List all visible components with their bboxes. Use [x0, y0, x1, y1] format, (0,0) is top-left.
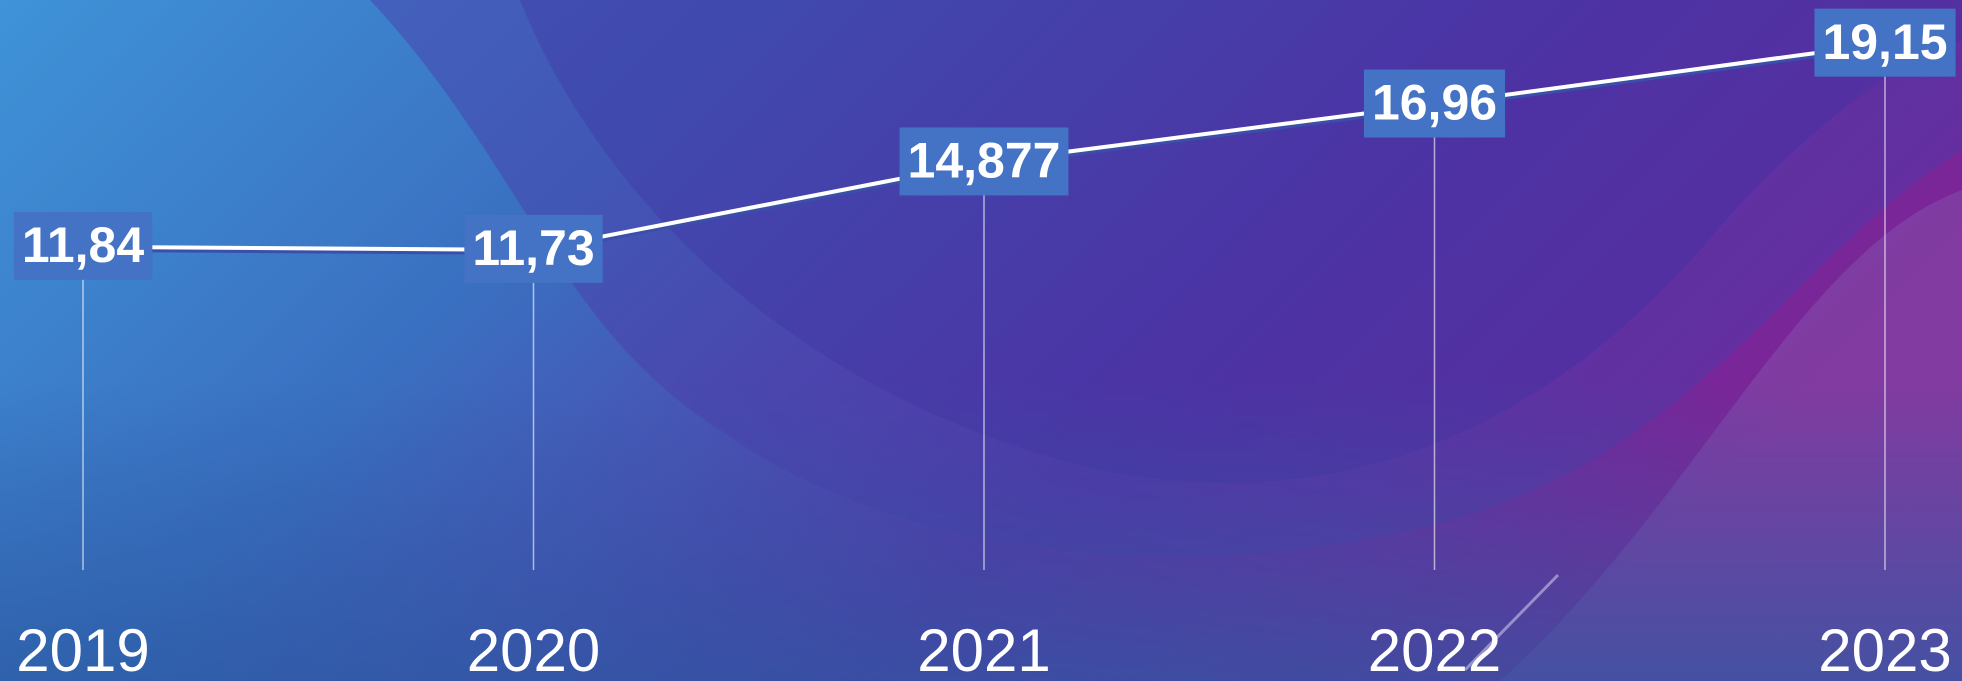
data-label: 16,96 — [1364, 70, 1505, 138]
data-label-text: 19,15 — [1822, 14, 1947, 70]
x-tick-label: 2022 — [1368, 617, 1501, 681]
data-label-text: 16,96 — [1372, 75, 1497, 131]
data-label: 11,73 — [464, 215, 602, 283]
x-tick-label: 2020 — [467, 617, 600, 681]
data-label: 19,15 — [1814, 9, 1955, 77]
data-label-text: 11,73 — [472, 220, 594, 276]
data-label: 11,84 — [14, 212, 153, 280]
chart: 11,84 11,73 14,877 16,96 19,15 2019 2020 2021 2… — [0, 0, 1962, 681]
data-label-text: 11,84 — [22, 217, 145, 273]
page: {"chart_data": {"type": "line", "categor… — [0, 0, 1962, 681]
x-tick-label: 2023 — [1818, 617, 1951, 681]
data-label-text: 14,877 — [908, 133, 1061, 189]
x-tick-label: 2019 — [16, 617, 149, 681]
x-tick-label: 2021 — [917, 617, 1050, 681]
data-label: 14,877 — [900, 127, 1069, 195]
